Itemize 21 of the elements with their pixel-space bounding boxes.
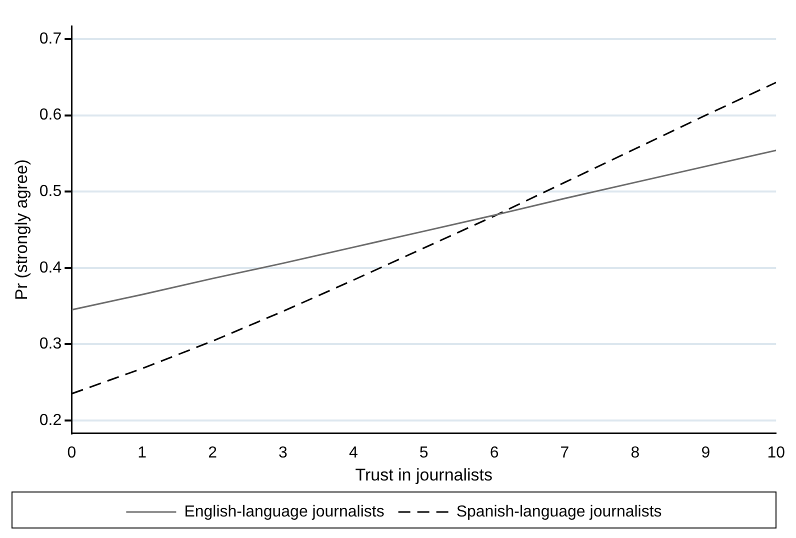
y-tick-label: 0.5 [39, 182, 62, 200]
y-tick-label: 0.3 [39, 336, 62, 353]
legend-label: Spanish-language journalists [456, 503, 662, 520]
y-tick-label: 0.7 [39, 30, 62, 48]
x-axis-title: Trust in journalists [355, 465, 493, 484]
x-tick-label: 10 [767, 444, 786, 462]
x-tick-label: 1 [138, 444, 147, 462]
y-tick-label: 0.6 [39, 106, 62, 124]
x-tick-label: 3 [278, 444, 288, 462]
y-tick-label: 0.4 [39, 259, 62, 276]
y-tick-label: 0.2 [39, 412, 62, 429]
x-tick-label: 9 [701, 444, 710, 462]
legend-label: English-language journalists [184, 503, 384, 520]
x-tick-label: 2 [208, 444, 218, 462]
x-tick-label: 7 [560, 444, 570, 462]
x-tick-label: 8 [630, 444, 640, 462]
x-tick-label: 4 [348, 444, 358, 462]
x-tick-label: 5 [419, 444, 428, 462]
x-tick-label: 6 [490, 444, 499, 462]
x-tick-label: 0 [67, 444, 76, 462]
y-axis-title: Pr (strongly agree) [12, 159, 31, 300]
